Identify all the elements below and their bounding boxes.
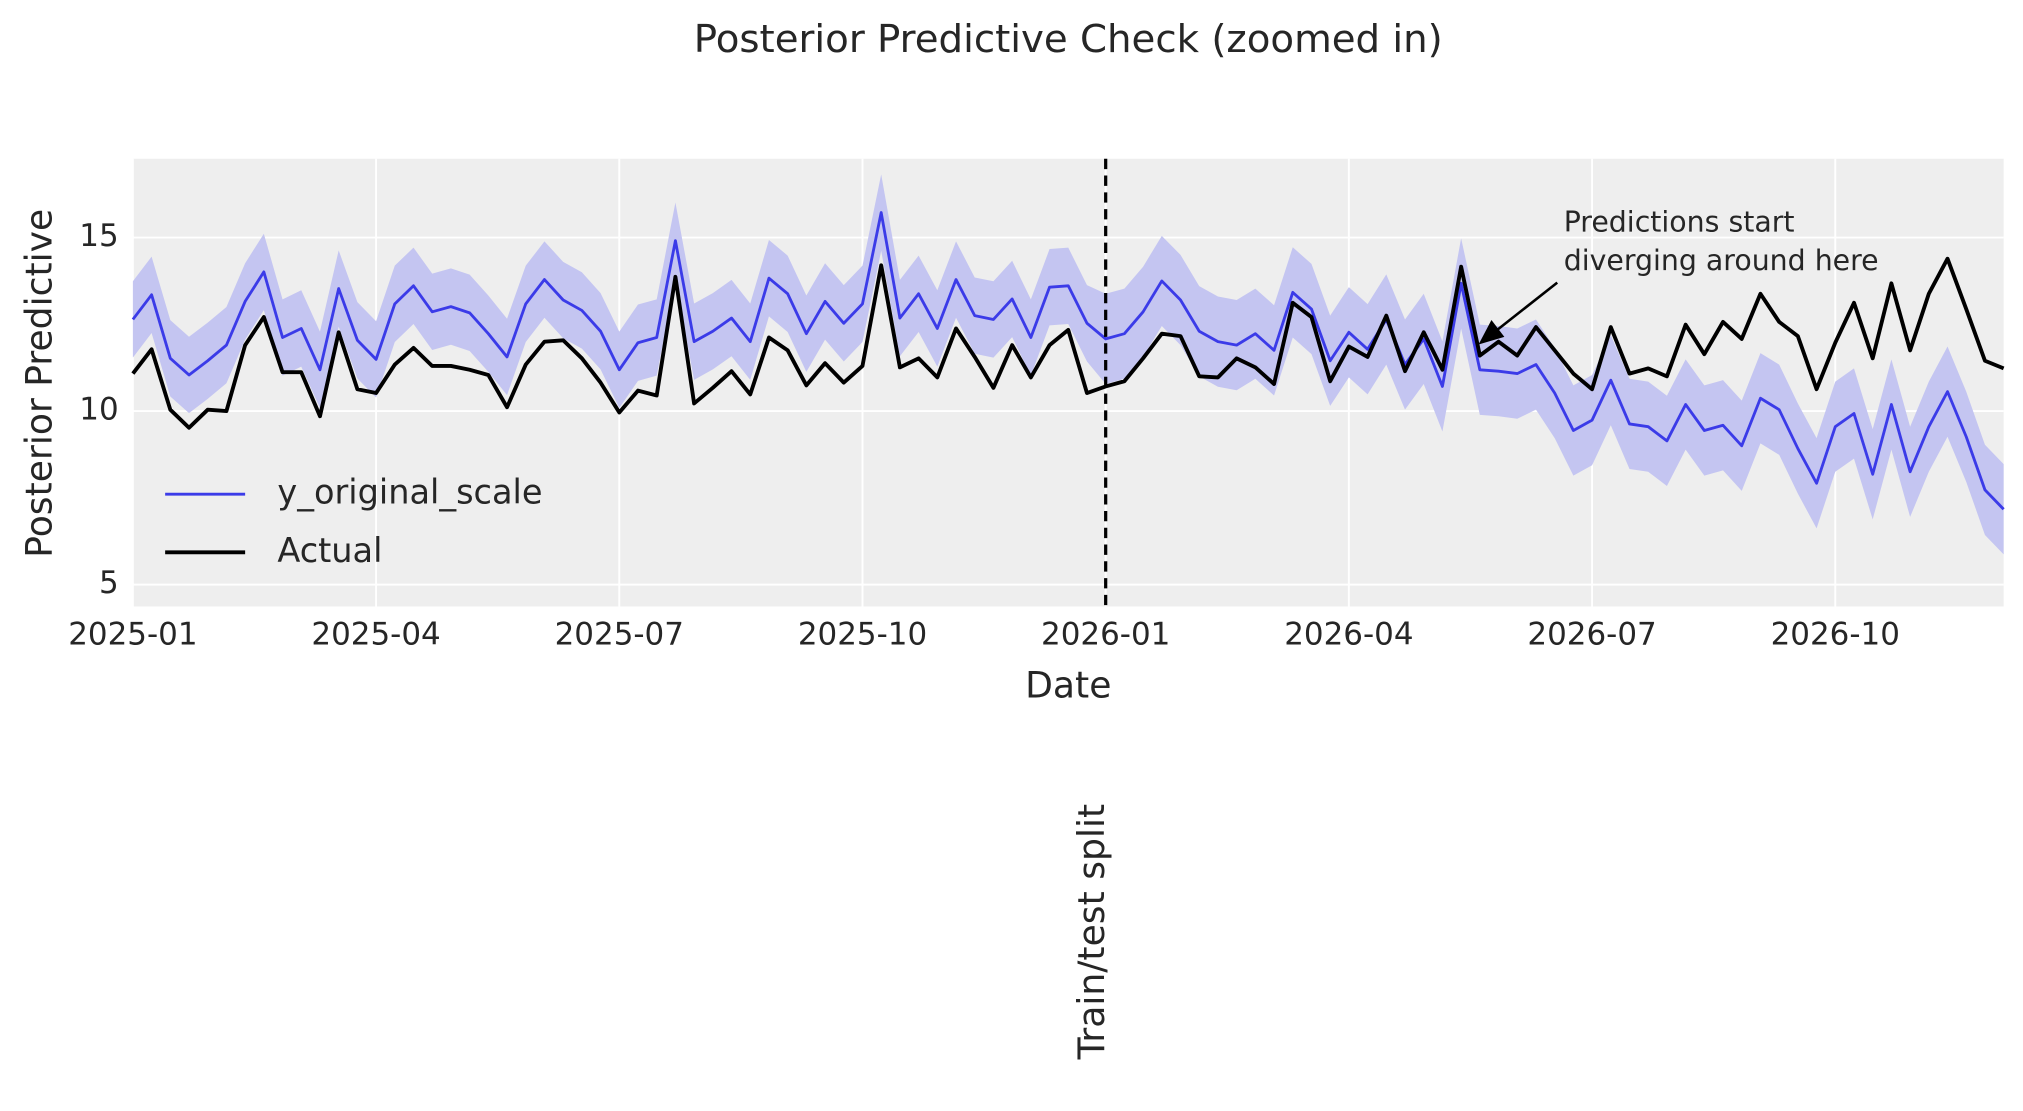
chart-title: Posterior Predictive Check (zoomed in) <box>694 17 1443 62</box>
legend-label: Actual <box>277 531 382 570</box>
annotation-arrow <box>1495 281 1559 332</box>
x-tick-label: 2025-01 <box>68 617 197 653</box>
y-tick-label: 15 <box>79 218 118 254</box>
annotation-arrowhead <box>1478 320 1505 345</box>
series-line <box>131 256 2005 430</box>
marks <box>131 158 2005 607</box>
split-label: Train/test split <box>1070 804 1113 1061</box>
y-tick-label: 10 <box>79 392 118 428</box>
y-axis-label: Posterior Predictive <box>17 209 60 558</box>
annotation-line: diverging around here <box>1564 244 1879 277</box>
x-tick-label: 2026-10 <box>1771 617 1900 653</box>
x-tick-label: 2025-10 <box>798 617 927 653</box>
annotation-line: Predictions start <box>1564 205 1795 238</box>
x-tick-label: 2026-07 <box>1527 617 1656 653</box>
legend-label: y_original_scale <box>277 473 542 512</box>
x-tick-label: 2025-07 <box>555 617 684 653</box>
hdi-band <box>132 174 2004 555</box>
x-axis-label: Date <box>1025 664 1111 707</box>
x-tick-label: 2026-04 <box>1284 617 1413 653</box>
x-tick-label: 2025-04 <box>311 617 440 653</box>
y-tick-label: 5 <box>99 565 119 601</box>
x-tick-label: 2026-01 <box>1041 617 1170 653</box>
series-line <box>131 211 2005 511</box>
